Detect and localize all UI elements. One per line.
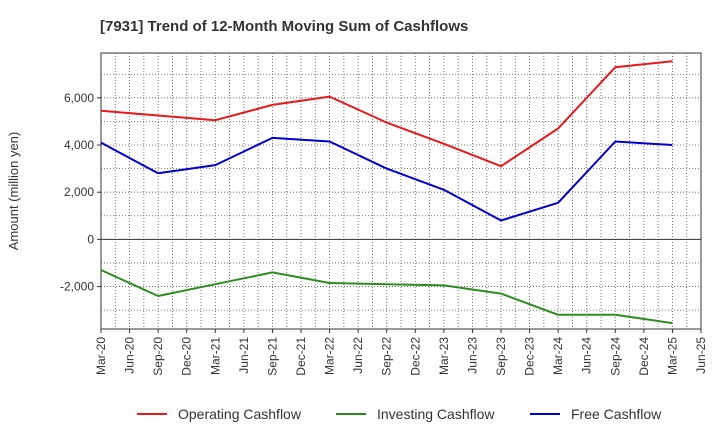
x-tick-label: Dec-20 [180,337,194,376]
x-tick-label: Jun-23 [465,337,479,374]
series-layer [100,60,673,325]
x-tick-label: Sep-24 [608,337,622,376]
x-tick-label: Dec-21 [294,337,308,376]
x-tick-label: Dec-22 [408,337,422,376]
y-tick-labels: -2,000 0 2,000 4,000 6,000 [60,91,101,294]
investing-cashflow-line [100,269,673,325]
y-tick-label: 0 [87,232,94,246]
x-tick-labels: Mar-20 Jun-20 Sep-20 Dec-20 Mar-21 Jun-21 Sep-… [94,329,708,376]
x-tick-label: Jun-25 [694,337,708,374]
x-tick-label: Jun-20 [123,337,137,374]
x-tick-label: Mar-24 [551,337,565,375]
y-axis-label: Amount (million yen) [6,132,21,251]
x-tick-label: Jun-21 [237,337,251,374]
y-tick-label: 2,000 [64,185,94,199]
y-tick-label: 4,000 [64,138,94,152]
x-tick-label: Sep-21 [265,337,279,376]
x-tick-label: Sep-22 [380,337,394,376]
x-tick-label: Mar-20 [94,337,108,375]
chart-title: [7931] Trend of 12-Month Moving Sum of C… [100,18,468,35]
x-tick-label: Jun-22 [351,337,365,374]
x-tick-label: Jun-24 [580,337,594,374]
x-tick-label: Dec-24 [637,337,651,376]
plot-frame [100,52,702,330]
legend-label-free-cashflow: Free Cashflow [571,406,662,422]
x-tick-label: Sep-20 [151,337,165,376]
x-tick-label: Mar-25 [665,337,679,375]
x-tick-label: Mar-21 [208,337,222,375]
legend-label-operating-cashflow: Operating Cashflow [178,406,302,422]
grid-layer [100,53,702,329]
x-tick-label: Sep-23 [494,337,508,376]
y-tick-label: -2,000 [60,280,94,294]
x-tick-label: Dec-23 [523,337,537,376]
free-cashflow-line [100,136,673,222]
legend: Operating Cashflow Investing Cashflow Free… [137,406,662,422]
operating-cashflow-line [100,60,673,168]
y-tick-label: 6,000 [64,91,94,105]
x-tick-label: Mar-22 [323,337,337,375]
x-tick-label: Mar-23 [437,337,451,375]
legend-label-investing-cashflow: Investing Cashflow [377,406,495,422]
